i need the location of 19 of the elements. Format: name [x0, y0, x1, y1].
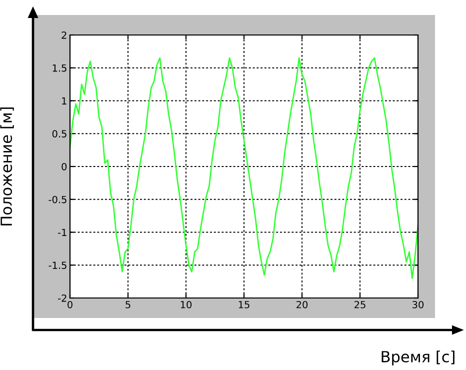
x-tick-label: 30	[412, 300, 424, 308]
x-tick-label: 5	[126, 301, 130, 308]
x-tick-label: 25	[354, 300, 366, 308]
y-tick-label: 1.5	[52, 64, 66, 72]
x-tick-label: 10	[180, 300, 192, 308]
y-tick-label: 0	[62, 162, 67, 170]
x-tick-label: 15	[238, 301, 250, 308]
x-tick-label: 20	[296, 300, 308, 308]
x-tick-label: 0	[68, 300, 72, 308]
line-series	[70, 57, 418, 279]
y-axis-title: Положение [м]	[0, 107, 14, 226]
y-tick-label: -1.5	[48, 262, 66, 269]
y-tick-label: -0.5	[48, 196, 66, 204]
x-axis-title: Время [с]	[382, 350, 454, 366]
y-tick-label: 1	[62, 97, 66, 104]
y-tick-label: 0.5	[52, 130, 66, 138]
y-tick-label: -2	[58, 294, 66, 302]
y-tick-label: -1	[58, 228, 66, 236]
y-tick-label: 2	[62, 31, 66, 39]
